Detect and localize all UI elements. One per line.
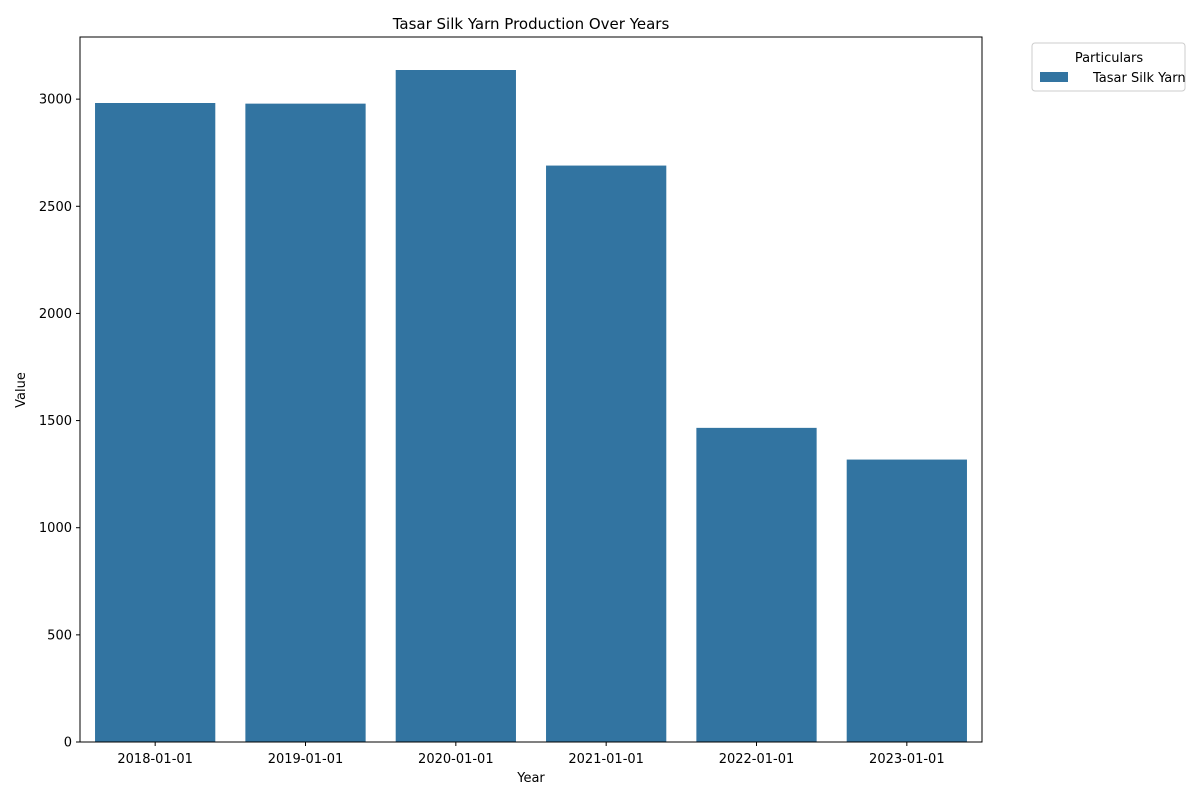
x-tick-label: 2018-01-01 bbox=[117, 752, 193, 767]
x-tick-label: 2022-01-01 bbox=[719, 752, 795, 767]
y-tick-label: 3000 bbox=[39, 93, 72, 108]
legend-swatch bbox=[1040, 72, 1068, 82]
legend-title: Particulars bbox=[1075, 51, 1144, 66]
bar-2023-01-01 bbox=[846, 459, 967, 742]
bar-2021-01-01 bbox=[546, 165, 667, 742]
bar-2018-01-01 bbox=[95, 103, 216, 742]
legend-label: Tasar Silk Yarn bbox=[1092, 71, 1186, 86]
legend: Particulars Tasar Silk Yarn bbox=[1031, 42, 1186, 92]
x-tick-label: 2023-01-01 bbox=[869, 752, 945, 767]
y-tick-label: 500 bbox=[47, 628, 72, 643]
y-tick-label: 2500 bbox=[39, 200, 72, 215]
legend-box bbox=[1031, 42, 1186, 92]
y-tick-label: 2000 bbox=[39, 307, 72, 322]
plot-frame bbox=[79, 36, 983, 743]
bar-2022-01-01 bbox=[696, 427, 817, 742]
x-tick-label: 2019-01-01 bbox=[268, 752, 344, 767]
x-axis-ticks: 2018-01-01 2019-01-01 2020-01-01 2021-01-01… bbox=[117, 742, 945, 767]
x-tick-label: 2020-01-01 bbox=[418, 752, 494, 767]
x-tick-label: 2021-01-01 bbox=[568, 752, 644, 767]
y-tick-label: 1500 bbox=[39, 414, 72, 429]
chart-title: Tasar Silk Yarn Production Over Years bbox=[392, 15, 670, 33]
y-axis-label: Value bbox=[14, 372, 29, 408]
y-tick-label: 1000 bbox=[39, 521, 72, 536]
bar-2019-01-01 bbox=[245, 103, 366, 742]
y-axis-ticks: 0 500 1000 1500 2000 2500 3000 bbox=[39, 93, 80, 751]
bars-layer bbox=[95, 70, 967, 742]
y-tick-label: 0 bbox=[64, 736, 72, 751]
bar-2020-01-01 bbox=[395, 70, 516, 742]
x-axis-label: Year bbox=[516, 771, 545, 786]
